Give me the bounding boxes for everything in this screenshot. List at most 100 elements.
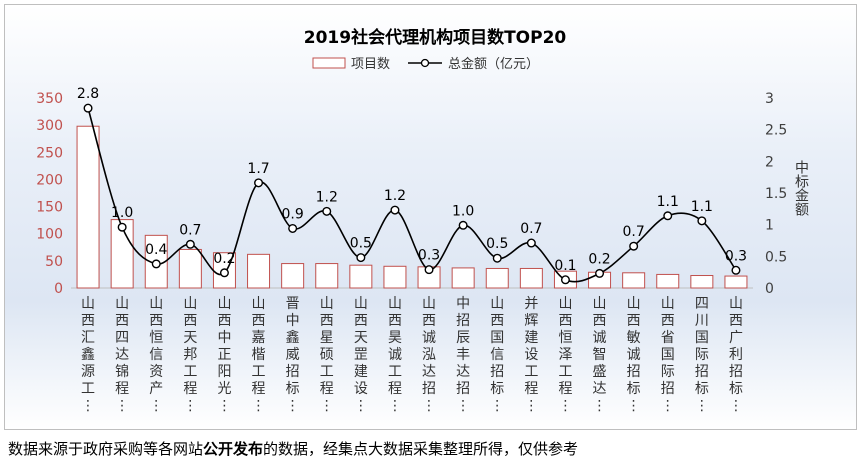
bar xyxy=(281,263,305,289)
right-axis-tick-label: 2 xyxy=(765,154,774,170)
line-point xyxy=(254,178,264,188)
category-label: 山西省国际招⋮ xyxy=(661,296,675,414)
left-axis-tick-label: 200 xyxy=(36,172,63,188)
category-label: 山西广利招标⋮ xyxy=(729,296,743,414)
category-label: 山西四达锦程⋮ xyxy=(115,296,129,414)
line-point xyxy=(526,238,536,248)
data-label: 0.3 xyxy=(725,248,747,264)
category-label: 山西星硕工程⋮ xyxy=(320,296,334,414)
bar xyxy=(451,267,475,289)
bar xyxy=(349,264,373,289)
data-label: 0.7 xyxy=(520,221,542,237)
line-point xyxy=(356,253,366,263)
line-point xyxy=(697,216,707,226)
bar xyxy=(724,275,748,289)
data-label: 1.2 xyxy=(316,189,338,205)
left-axis-tick-label: 150 xyxy=(36,200,63,216)
data-label: 0.5 xyxy=(350,236,372,252)
category-label: 中招辰丰达招⋮ xyxy=(456,296,470,414)
data-label: 0.3 xyxy=(418,248,440,264)
category-label: 山西恒信资产⋮ xyxy=(149,296,163,414)
legend-bar-label: 项目数 xyxy=(351,57,390,72)
line-point xyxy=(424,265,434,275)
bar xyxy=(485,267,509,289)
right-axis-tick-label: 2.5 xyxy=(765,123,787,139)
chart-frame: 2019社会代理机构项目数TOP20 项目数 总金额（亿元） 中标金额 0 50 1… xyxy=(4,4,857,430)
footnote-text-2: 的数据，经集点大数据采集整理所得，仅供参考 xyxy=(263,440,579,458)
data-label: 1.0 xyxy=(452,203,474,219)
bar xyxy=(519,267,543,289)
line-point xyxy=(629,241,639,251)
category-label: 四川国际招标⋮ xyxy=(695,296,709,414)
line-point xyxy=(117,222,127,232)
category-label: 山西国信招标⋮ xyxy=(490,296,504,414)
category-label: 山西中正阳光⋮ xyxy=(217,296,231,414)
line-point xyxy=(83,103,93,113)
line-point xyxy=(663,211,673,221)
right-axis-tick-label: 1 xyxy=(765,218,774,234)
data-label: 1.7 xyxy=(247,161,269,177)
bar xyxy=(622,272,646,289)
right-axis-tick-label: 0.5 xyxy=(765,249,787,265)
data-label: 0.7 xyxy=(623,224,645,240)
footnote: 数据来源于政府采购等各网站公开发布的数据，经集点大数据采集整理所得，仅供参考 xyxy=(8,438,578,459)
line-point xyxy=(492,253,502,263)
bar xyxy=(690,275,714,289)
data-label: 2.8 xyxy=(77,86,99,102)
chart-title: 2019社会代理机构项目数TOP20 xyxy=(304,27,567,48)
chart: 2019社会代理机构项目数TOP20 项目数 总金额（亿元） 中标金额 0 50 1… xyxy=(5,5,856,429)
data-label: 1.1 xyxy=(691,199,713,215)
line-point xyxy=(731,265,741,275)
category-label: 山西诚智盛达⋮ xyxy=(593,296,607,414)
category-label: 晋中鑫威招标⋮ xyxy=(286,296,300,414)
category-label: 山西天罡建设⋮ xyxy=(354,296,368,414)
line-point xyxy=(185,239,195,249)
category-label: 山西恒泽工程⋮ xyxy=(558,296,572,414)
left-axis-tick-label: 100 xyxy=(36,227,63,243)
right-axis-tick-label: 0 xyxy=(765,281,774,297)
left-axis-tick-label: 0 xyxy=(54,281,63,297)
line-point xyxy=(288,223,298,233)
legend-line-label: 总金额（亿元） xyxy=(448,56,539,72)
category-label: 山西敏诚招标⋮ xyxy=(627,296,641,414)
data-label: 0.4 xyxy=(145,242,167,258)
data-label: 0.1 xyxy=(554,258,576,274)
footnote-bold-text: 公开发布 xyxy=(203,440,264,458)
category-label: 并辉建设工程⋮ xyxy=(524,296,538,414)
plot-background xyxy=(5,5,856,429)
line-point xyxy=(595,268,605,278)
bar xyxy=(76,125,100,289)
data-label: 0.2 xyxy=(588,251,610,267)
data-label: 0.5 xyxy=(486,236,508,252)
data-label: 0.7 xyxy=(179,222,201,238)
line-point xyxy=(458,220,468,230)
data-label: 1.1 xyxy=(657,194,679,210)
bar xyxy=(315,263,339,289)
category-label: 山西昊诚工程⋮ xyxy=(388,296,402,414)
line-point xyxy=(560,275,570,285)
right-axis-tick-label: 1.5 xyxy=(765,186,787,202)
left-axis-tick-label: 50 xyxy=(45,254,63,270)
data-label: 0.9 xyxy=(282,206,304,222)
right-axis-tick-label: 3 xyxy=(765,91,774,107)
legend-line-marker xyxy=(420,58,430,68)
line-point xyxy=(390,205,400,215)
right-axis-title: 中标金额 xyxy=(793,160,809,216)
left-axis-tick-label: 350 xyxy=(36,91,63,107)
line-point xyxy=(322,206,332,216)
line-point xyxy=(151,259,161,269)
bar xyxy=(110,219,134,289)
data-label: 0.2 xyxy=(213,251,235,267)
data-label: 1.0 xyxy=(111,205,133,221)
footnote-text-1: 数据来源于政府采购等各网站 xyxy=(8,440,204,458)
bar xyxy=(383,265,407,289)
bar xyxy=(656,273,680,289)
left-axis-tick-label: 250 xyxy=(36,145,63,161)
category-label: 山西嘉楷工程⋮ xyxy=(252,296,266,414)
bar xyxy=(178,248,202,289)
legend: 项目数 总金额（亿元） xyxy=(312,56,539,72)
legend-bar-swatch xyxy=(312,57,346,69)
bar xyxy=(247,253,271,289)
line-point xyxy=(219,268,229,278)
category-label: 山西天邦工程⋮ xyxy=(183,296,197,414)
